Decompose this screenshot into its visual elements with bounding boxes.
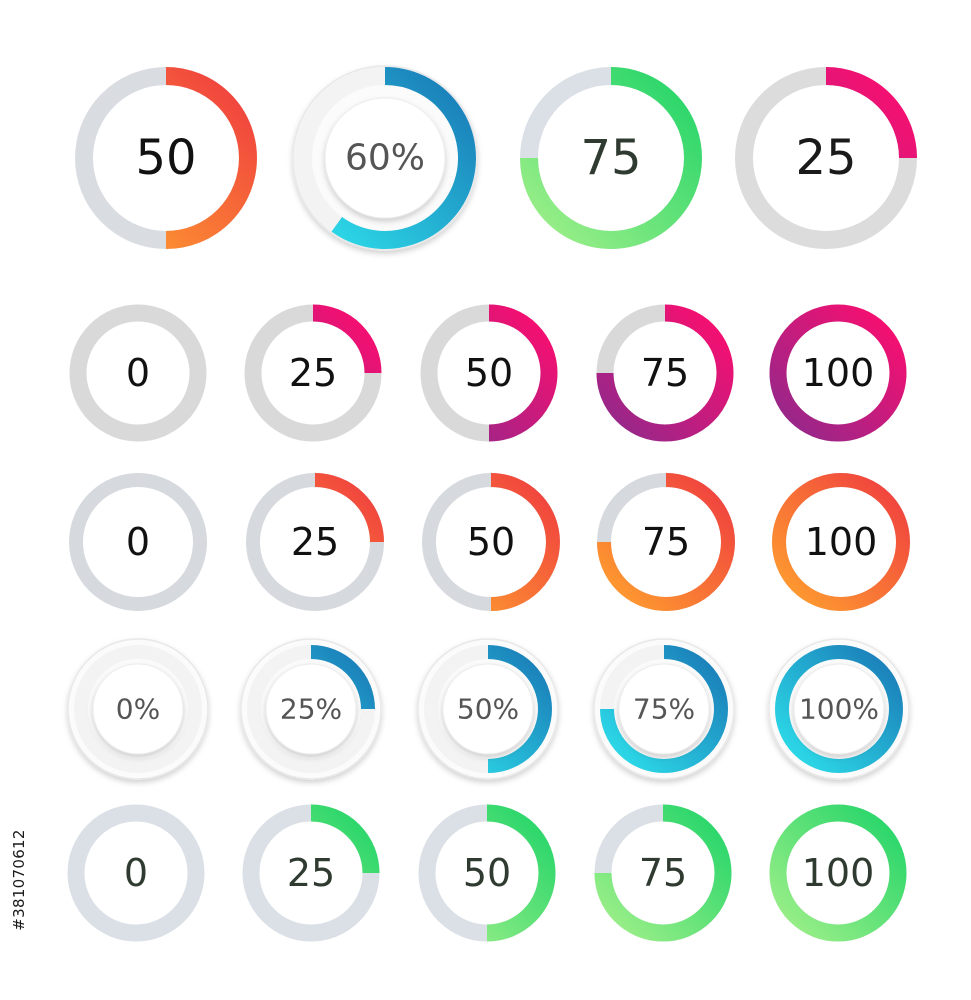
ring-progress-arc	[775, 645, 903, 773]
ring-value-label: 75	[641, 351, 689, 395]
progress-ring: 50%	[417, 638, 559, 780]
ring-center-disc	[442, 663, 534, 755]
ring-value-label: 75	[642, 520, 690, 564]
ring-progress-arc	[520, 67, 702, 249]
progress-ring: 100	[769, 804, 907, 942]
ring-track	[69, 304, 207, 442]
ring-progress-arc	[314, 473, 384, 543]
progress-ring: 25	[735, 67, 917, 249]
progress-ring: 0%	[67, 638, 209, 780]
progress-ring: 100	[772, 473, 910, 611]
progress-ring: 50	[418, 804, 556, 942]
ring-value-label: 25	[291, 520, 339, 564]
ring-value-label: 50	[467, 520, 515, 564]
ring-value-label: 75	[639, 851, 687, 895]
progress-ring: 75	[594, 804, 732, 942]
ring-row-green: 0 25 50 75 100	[67, 804, 907, 942]
ring-row-magenta: 0 25 50 75 100	[69, 304, 907, 442]
progress-ring: 100%	[768, 638, 910, 780]
ring-value-label: 100	[802, 851, 875, 895]
ring-progress-arc	[597, 473, 735, 611]
progress-ring: 75%	[593, 638, 735, 780]
ring-progress-arc	[487, 645, 552, 773]
ring-value-label: 50	[135, 130, 196, 186]
ring-progress-arc	[165, 67, 257, 249]
ring-value-label: 75	[580, 130, 641, 186]
ring-center-disc	[92, 663, 184, 755]
ring-progress-arc	[769, 304, 907, 442]
ring-row-top: 50 60% 75 25	[75, 65, 917, 251]
ring-progress-arc	[331, 67, 476, 249]
ring-value-label: 50	[463, 851, 511, 895]
ring-center-disc	[618, 663, 710, 755]
ring-value-label: 0	[126, 520, 150, 564]
ring-progress-arc	[488, 304, 558, 442]
ring-progress-arc	[310, 645, 375, 710]
ring-row-blue: 0% 25% 50% 75% 100%	[67, 638, 910, 780]
ring-progress-arc	[772, 473, 910, 611]
progress-ring: 0	[69, 473, 207, 611]
progress-ring: 25	[246, 473, 384, 611]
ring-center-disc	[324, 97, 446, 219]
ring-value-label: 0%	[116, 693, 160, 726]
ring-progress-arc	[312, 304, 382, 374]
ring-value-label: 25%	[280, 693, 342, 726]
ring-value-label: 75%	[633, 693, 695, 726]
ring-progress-arc	[490, 473, 560, 611]
ring-value-label: 0	[124, 851, 148, 895]
progress-ring: 25%	[240, 638, 382, 780]
ring-value-label: 100	[805, 520, 878, 564]
ring-value-label: 50%	[457, 693, 519, 726]
progress-ring: 0	[67, 804, 205, 942]
ring-value-label: 100%	[799, 693, 879, 726]
ring-value-label: 25	[287, 851, 335, 895]
ring-progress-arc	[825, 67, 917, 159]
ring-progress-arc	[769, 804, 907, 942]
progress-ring: 75	[597, 473, 735, 611]
progress-ring: 50	[422, 473, 560, 611]
progress-ring: 50	[75, 67, 257, 249]
ring-value-label: 25	[289, 351, 337, 395]
progress-ring: 25	[244, 304, 382, 442]
progress-ring: 50	[420, 304, 558, 442]
ring-center-disc	[793, 663, 885, 755]
ring-track	[74, 645, 202, 773]
ring-value-label: 25	[795, 130, 856, 186]
ring-progress-arc	[600, 645, 728, 773]
ring-track	[69, 473, 207, 611]
ring-value-label: 50	[465, 351, 513, 395]
progress-ring: 75	[596, 304, 734, 442]
ring-track	[67, 804, 205, 942]
progress-ring: 75	[520, 67, 702, 249]
ring-progress-arc	[594, 804, 732, 942]
ring-center-disc	[265, 663, 357, 755]
progress-ring: 100	[769, 304, 907, 442]
stock-image-id-text: #381070612	[10, 829, 28, 931]
progress-ring: 60%	[292, 65, 478, 251]
ring-progress-arc	[596, 304, 734, 442]
ring-progress-arc	[486, 804, 556, 942]
progress-ring: 25	[242, 804, 380, 942]
ring-value-label: 100	[802, 351, 875, 395]
ring-value-label: 60%	[345, 138, 425, 179]
ring-value-label: 0	[126, 351, 150, 395]
ring-row-orange: 0 25 50 75 100	[69, 473, 910, 611]
stock-image-id: #381070612	[4, 770, 34, 990]
progress-ring: 0	[69, 304, 207, 442]
ring-progress-arc	[310, 804, 380, 874]
